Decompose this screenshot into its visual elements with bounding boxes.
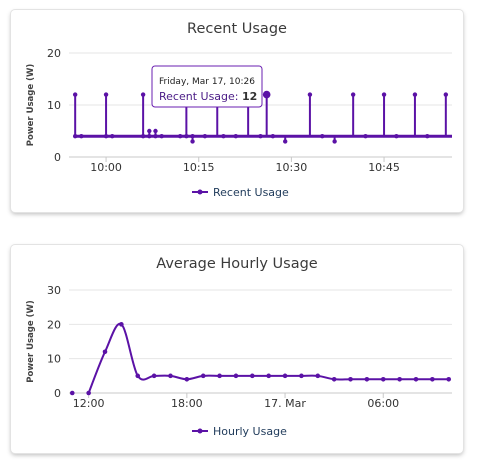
y-tick-label: 0 <box>54 151 61 164</box>
data-point <box>266 373 271 379</box>
legend-marker <box>197 189 203 195</box>
data-point <box>233 373 239 379</box>
data-point <box>190 139 195 144</box>
data-point <box>425 134 430 139</box>
data-point <box>394 134 399 139</box>
data-point <box>217 373 222 379</box>
y-tick-label: 20 <box>47 47 61 60</box>
data-point <box>258 134 263 139</box>
data-point <box>270 134 276 139</box>
y-tick-label: 10 <box>47 99 61 112</box>
x-tick-label: 10:00 <box>90 161 122 174</box>
tooltip-title: Friday, Mar 17, 10:26 <box>159 77 255 87</box>
x-tick-label: 10:15 <box>183 161 215 174</box>
recent-usage-card: Recent Usage 0 10 20 10:00 10:15 10:30 10:45 Po… <box>11 10 463 212</box>
data-point <box>282 373 288 379</box>
data-point <box>443 92 449 97</box>
data-point <box>190 134 195 139</box>
data-point <box>103 92 109 97</box>
x-tick-label: 06:00 <box>367 397 399 410</box>
data-point <box>350 92 356 97</box>
y-tick-label: 10 <box>47 353 61 366</box>
chart-title: Recent Usage <box>187 21 287 37</box>
data-point <box>363 134 368 139</box>
data-point <box>69 390 75 396</box>
hourly-usage-chart[interactable]: 0 10 20 30 12:00 18:00 17. Mar 06:00 Power Usage… <box>11 245 463 453</box>
data-point <box>184 376 190 382</box>
x-tick-label: 12:00 <box>73 397 105 410</box>
data-point <box>299 373 304 379</box>
legend-marker <box>197 428 203 434</box>
legend-label: Recent Usage <box>213 186 289 199</box>
data-point <box>364 376 370 382</box>
data-point <box>168 373 173 379</box>
hourly-usage-card: Average Hourly Usage 0 10 20 30 12:00 18:00 17… <box>11 245 463 453</box>
data-point <box>233 134 238 139</box>
data-point <box>110 134 115 139</box>
data-point <box>283 139 288 144</box>
tooltip-value: 12 <box>242 90 257 103</box>
data-point <box>381 92 387 97</box>
data-point <box>119 322 124 327</box>
chart-title: Average Hourly Usage <box>156 256 318 272</box>
data-point <box>332 139 337 144</box>
data-point <box>147 128 152 134</box>
data-point <box>177 134 183 139</box>
data-point <box>320 134 325 139</box>
data-point <box>151 373 157 379</box>
data-point <box>79 134 84 139</box>
data-point <box>413 376 419 382</box>
y-tick-label: 0 <box>54 387 61 400</box>
data-point <box>331 376 337 382</box>
y-tick-label: 30 <box>47 284 61 297</box>
data-point <box>102 349 108 355</box>
x-tick-label: 17. Mar <box>264 397 306 410</box>
data-point <box>86 390 91 396</box>
data-point <box>153 128 158 134</box>
data-point <box>159 134 164 139</box>
data-point <box>446 376 452 382</box>
hovered-point <box>262 90 271 99</box>
data-point <box>221 134 226 139</box>
data-point <box>315 373 321 379</box>
y-tick-label: 20 <box>47 318 61 331</box>
data-point <box>72 92 78 97</box>
recent-usage-chart[interactable]: 0 10 20 10:00 10:15 10:30 10:45 Power Usage (W)… <box>11 10 463 212</box>
data-point <box>202 134 208 139</box>
data-point <box>348 376 353 382</box>
tooltip-box <box>151 65 263 108</box>
data-point <box>412 92 418 97</box>
tooltip-label: Recent Usage: 12 <box>159 90 257 103</box>
data-point <box>135 373 141 379</box>
legend-label: Hourly Usage <box>213 425 287 438</box>
x-tick-label: 10:30 <box>276 161 308 174</box>
data-point <box>250 373 255 379</box>
data-point <box>430 376 435 382</box>
x-tick-label: 10:45 <box>368 161 400 174</box>
data-point <box>397 376 402 382</box>
data-point <box>380 376 386 382</box>
x-tick-label: 18:00 <box>171 397 203 410</box>
data-point <box>184 134 189 139</box>
y-axis-label: Power Usage (W) <box>26 300 36 383</box>
data-point <box>140 92 146 97</box>
y-axis-label: Power Usage (W) <box>26 64 36 147</box>
data-point <box>200 373 206 379</box>
data-point <box>307 92 313 97</box>
